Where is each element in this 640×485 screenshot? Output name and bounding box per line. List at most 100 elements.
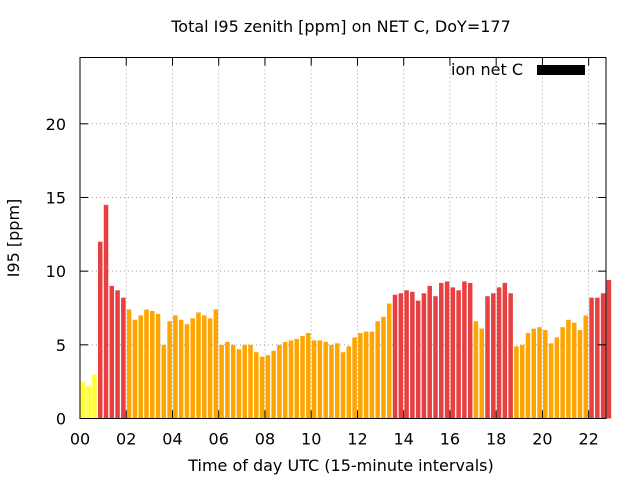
x-tick-label: 16: [440, 430, 460, 449]
bar: [421, 293, 427, 419]
x-tick-label: 08: [255, 430, 275, 449]
y-tick-label: 15: [46, 188, 66, 207]
bar: [121, 297, 126, 419]
bar: [433, 296, 438, 419]
bar: [138, 315, 143, 419]
bar: [589, 297, 594, 419]
x-axis-label: Time of day UTC (15-minute intervals): [187, 456, 494, 475]
bar: [155, 313, 161, 419]
bar: [161, 344, 167, 419]
bar: [323, 341, 328, 419]
bar: [230, 344, 236, 419]
bar: [369, 331, 375, 419]
bar: [277, 344, 282, 419]
bar: [358, 333, 363, 419]
bar: [479, 328, 484, 419]
y-tick-label: 5: [56, 336, 66, 355]
bar: [300, 335, 305, 419]
bar: [282, 341, 288, 419]
bar: [86, 386, 91, 419]
bar: [571, 322, 577, 419]
bar: [548, 343, 554, 419]
bar: [202, 315, 207, 419]
bar: [502, 282, 508, 419]
bar: [213, 309, 219, 419]
bar: [294, 338, 300, 419]
bar: [184, 324, 190, 419]
bar: [491, 293, 496, 419]
bar: [566, 319, 571, 419]
bar: [115, 290, 120, 419]
bar: [508, 293, 513, 419]
bar: [311, 340, 317, 419]
bar: [415, 300, 421, 419]
bar: [398, 293, 404, 419]
legend-label: ion net C: [451, 60, 523, 79]
bar: [288, 340, 294, 419]
bar: [306, 333, 311, 419]
y-tick-label: 0: [56, 410, 66, 429]
legend: ion net C: [451, 60, 585, 79]
bar: [340, 352, 346, 419]
bar: [271, 350, 276, 419]
bar: [444, 281, 450, 419]
bar: [190, 318, 195, 419]
bar: [352, 337, 357, 419]
bar: [595, 297, 600, 419]
axis-ticks: 0 5 10 15 20 00 02 04 06 08 10 12 14 16 18 20 22: [46, 57, 606, 449]
bar: [219, 344, 224, 419]
y-axis-label: I95 [ppm]: [4, 199, 23, 278]
bar: [386, 303, 392, 419]
bar: [92, 374, 97, 419]
bar: [173, 315, 178, 419]
bar: [543, 330, 548, 419]
bar: [242, 344, 247, 419]
bar: [97, 241, 103, 419]
bar: [606, 279, 612, 419]
plot-frame: [79, 57, 607, 419]
bar: [519, 344, 525, 419]
bar: [467, 282, 473, 419]
x-tick-label: 06: [209, 430, 229, 449]
x-tick-label: 14: [394, 430, 414, 449]
bar: [363, 331, 369, 419]
x-tick-label: 04: [162, 430, 182, 449]
bar: [456, 290, 461, 419]
bar: [80, 381, 86, 419]
bar: [178, 319, 184, 419]
legend-swatch: [537, 65, 585, 75]
bar: [375, 321, 380, 419]
grid-lines: [80, 57, 606, 419]
y-tick-label: 20: [46, 115, 66, 134]
bar: [427, 285, 432, 419]
x-tick-label: 00: [70, 430, 90, 449]
bars: [80, 204, 612, 419]
bar: [329, 344, 334, 419]
x-tick-label: 18: [486, 430, 506, 449]
bar: [485, 296, 490, 419]
bar: [144, 309, 149, 419]
bar: [600, 293, 606, 419]
bar: [126, 309, 132, 419]
bar: [392, 294, 398, 419]
bar: [381, 316, 386, 419]
x-tick-label: 10: [301, 430, 321, 449]
chart-title: Total I95 zenith [ppm] on NET C, DoY=177: [170, 17, 511, 36]
x-tick-label: 02: [116, 430, 136, 449]
bar: [439, 282, 444, 419]
bar: [525, 333, 531, 419]
bar: [132, 319, 138, 419]
bar: [583, 315, 589, 419]
bar: [254, 352, 259, 419]
bar: [577, 330, 583, 419]
bar: [410, 291, 415, 419]
bar: [334, 343, 340, 419]
bar: [225, 341, 230, 419]
x-tick-label: 22: [578, 430, 598, 449]
bar: [259, 356, 265, 419]
bar: [265, 355, 271, 419]
bar: [514, 346, 519, 419]
bar: [196, 312, 201, 419]
bar: [554, 337, 560, 419]
